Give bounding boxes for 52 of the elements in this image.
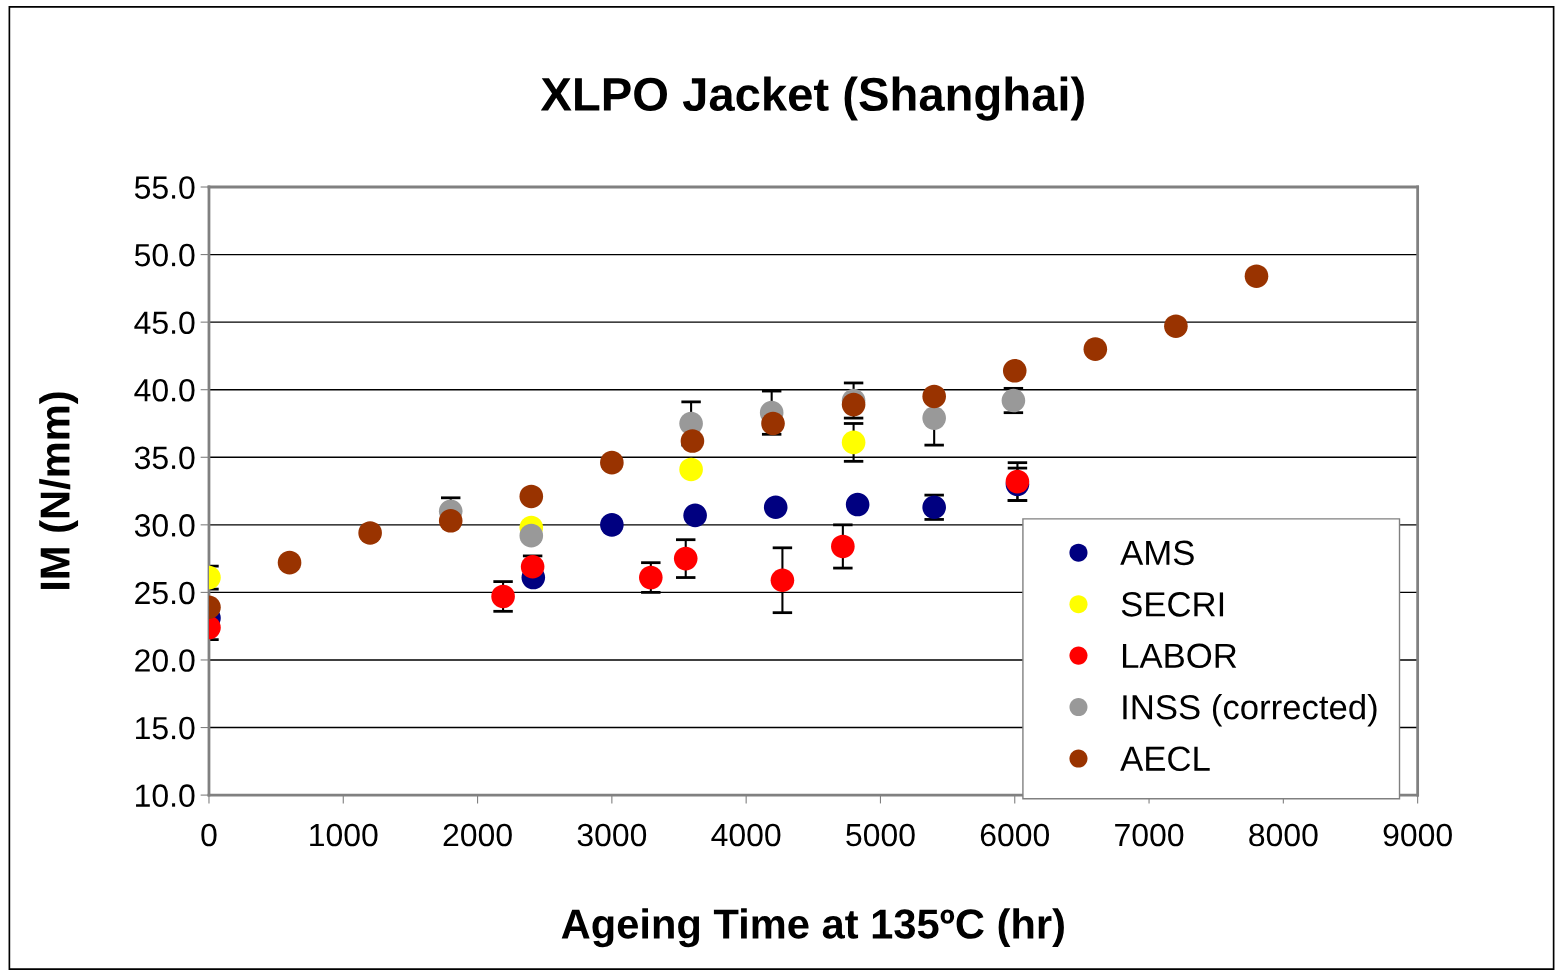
- x-axis-title: Ageing Time at 135ºC (hr): [561, 908, 1064, 948]
- chart-title: XLPO Jacket (Shanghai): [540, 76, 1084, 121]
- point: [519, 523, 544, 548]
- point: [761, 411, 785, 436]
- point: [841, 430, 866, 455]
- x-tick-label: 1000: [310, 823, 378, 847]
- y-tick-label: 40.0: [134, 378, 195, 402]
- y-tick-label: 20.0: [135, 649, 195, 672]
- y-tick-label: 30.0: [134, 514, 195, 537]
- x-tick-label: 5000: [846, 823, 915, 847]
- point: [1244, 264, 1269, 288]
- point: [683, 503, 707, 528]
- point: [519, 484, 544, 509]
- y-tick-label: 25.0: [135, 581, 195, 605]
- point: [673, 546, 698, 571]
- point: [1083, 337, 1108, 361]
- x-tick-label: 7000: [1115, 823, 1184, 847]
- point: [277, 550, 302, 575]
- point: [600, 513, 624, 537]
- legend-label: AMS: [1120, 540, 1194, 566]
- point: [679, 457, 703, 482]
- y-tick-label: 45.0: [134, 311, 195, 335]
- point: [831, 534, 855, 559]
- point: [922, 384, 946, 409]
- y-tick-label: 35.0: [134, 446, 195, 470]
- legend-label: SECRI: [1121, 592, 1224, 617]
- y-axis-title: IM (N/mm): [39, 392, 79, 589]
- point: [770, 568, 795, 593]
- legend-label: LABOR: [1122, 643, 1237, 669]
- y-tick-label: 15.0: [136, 716, 195, 740]
- point: [520, 554, 545, 579]
- point: [600, 450, 624, 475]
- point: [922, 406, 946, 430]
- x-tick-label: 4000: [711, 823, 781, 847]
- y-tick-label: 10.0: [136, 784, 195, 807]
- point: [1164, 314, 1188, 338]
- x-tick-label: 6000: [980, 823, 1050, 847]
- point: [763, 495, 788, 520]
- point: [1002, 358, 1027, 383]
- x-tick-label: 0: [201, 823, 217, 847]
- point: [845, 492, 870, 517]
- point: [358, 521, 382, 545]
- x-tick-label: 9000: [1383, 823, 1452, 847]
- y-tick-label: 50.0: [134, 243, 195, 267]
- legend-label: AECL: [1120, 746, 1210, 772]
- point: [680, 429, 705, 453]
- x-tick-label: 2000: [443, 823, 512, 847]
- x-tick-label: 8000: [1249, 823, 1318, 847]
- x-tick-label: 3000: [577, 823, 647, 847]
- legend-label: INSS (corrected): [1123, 694, 1377, 727]
- point: [438, 508, 463, 533]
- y-tick-label: 55.0: [134, 176, 195, 199]
